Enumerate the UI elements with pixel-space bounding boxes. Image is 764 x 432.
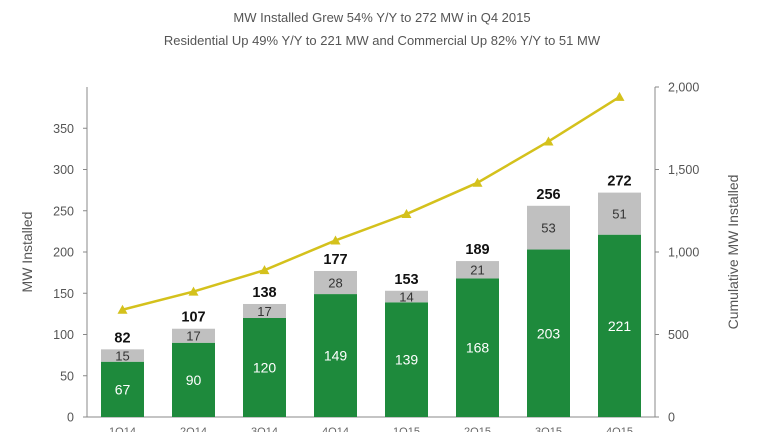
commercial-value-label: 15 xyxy=(115,349,129,364)
bar-commercial xyxy=(385,290,428,303)
commercial-value-label: 21 xyxy=(470,263,484,278)
cumulative-marker xyxy=(188,286,199,296)
residential-value-label: 120 xyxy=(253,360,277,376)
right-tick-label: 1,500 xyxy=(668,163,699,177)
total-value-label: 107 xyxy=(181,310,205,326)
cumulative-marker xyxy=(259,265,270,275)
residential-value-label: 149 xyxy=(324,348,348,364)
total-value-label: 138 xyxy=(252,285,276,301)
y-axis-title: MW Installed xyxy=(19,212,35,293)
bar-commercial xyxy=(314,270,357,295)
bar-residential xyxy=(314,294,357,417)
x-tick-label: 1Q15 xyxy=(393,426,420,432)
commercial-value-label: 14 xyxy=(399,290,413,305)
residential-value-label: 168 xyxy=(466,340,490,356)
cumulative-marker xyxy=(330,235,341,245)
x-tick-label: 1Q14 xyxy=(109,426,136,432)
commercial-value-label: 51 xyxy=(612,207,626,222)
bar-commercial xyxy=(172,328,215,343)
x-tick-label: 2Q14 xyxy=(180,426,207,432)
commercial-value-label: 17 xyxy=(257,304,271,319)
commercial-value-label: 28 xyxy=(328,276,342,291)
bar-residential xyxy=(101,361,144,417)
bar-commercial xyxy=(598,192,641,235)
chart-subtitle: Residential Up 49% Y/Y to 221 MW and Com… xyxy=(163,33,601,48)
x-tick-label: 3Q15 xyxy=(535,426,562,432)
cumulative-marker xyxy=(543,136,554,146)
left-tick-label: 250 xyxy=(53,204,74,218)
bar-residential xyxy=(172,342,215,417)
bar-residential xyxy=(385,302,428,417)
cumulative-line xyxy=(122,95,621,311)
residential-value-label: 67 xyxy=(115,381,131,397)
total-value-label: 189 xyxy=(465,242,489,258)
chart-title: MW Installed Grew 54% Y/Y to 272 MW in Q… xyxy=(233,10,531,25)
total-value-label: 272 xyxy=(607,174,631,190)
residential-value-label: 203 xyxy=(537,325,561,341)
right-tick-label: 1,000 xyxy=(668,246,699,260)
cumulative-marker xyxy=(117,304,128,314)
bar-residential xyxy=(243,318,286,417)
left-tick-label: 300 xyxy=(53,163,74,177)
residential-value-label: 139 xyxy=(395,352,419,368)
cumulative-marker xyxy=(472,177,483,187)
bar-residential xyxy=(598,234,641,417)
bar-residential xyxy=(456,278,499,417)
left-tick-label: 100 xyxy=(53,328,74,342)
left-tick-label: 350 xyxy=(53,122,74,136)
residential-value-label: 221 xyxy=(608,318,632,334)
total-value-label: 82 xyxy=(114,330,130,346)
total-value-label: 153 xyxy=(394,272,418,288)
bar-residential xyxy=(527,249,570,417)
right-tick-label: 2,000 xyxy=(668,81,699,95)
right-tick-label: 500 xyxy=(668,328,689,342)
bar-commercial xyxy=(456,261,499,279)
total-value-label: 256 xyxy=(536,187,560,203)
commercial-value-label: 53 xyxy=(541,221,555,236)
left-tick-label: 200 xyxy=(53,246,74,260)
cumulative-marker xyxy=(614,91,625,101)
y2-axis-title: Cumulative MW Installed xyxy=(725,175,741,330)
bar-commercial xyxy=(101,349,144,362)
x-tick-label: 4Q15 xyxy=(606,426,633,432)
x-tick-label: 4Q14 xyxy=(322,426,349,432)
left-tick-label: 0 xyxy=(67,411,74,425)
left-tick-label: 50 xyxy=(60,369,74,383)
total-value-label: 177 xyxy=(323,252,347,268)
left-tick-label: 150 xyxy=(53,287,74,301)
residential-value-label: 90 xyxy=(186,372,202,388)
cumulative-marker xyxy=(401,209,412,219)
commercial-value-label: 17 xyxy=(186,329,200,344)
right-tick-label: 0 xyxy=(668,411,675,425)
x-tick-label: 3Q14 xyxy=(251,426,278,432)
bar-commercial xyxy=(243,303,286,318)
x-tick-label: 2Q15 xyxy=(464,426,491,432)
bar-commercial xyxy=(527,205,570,250)
